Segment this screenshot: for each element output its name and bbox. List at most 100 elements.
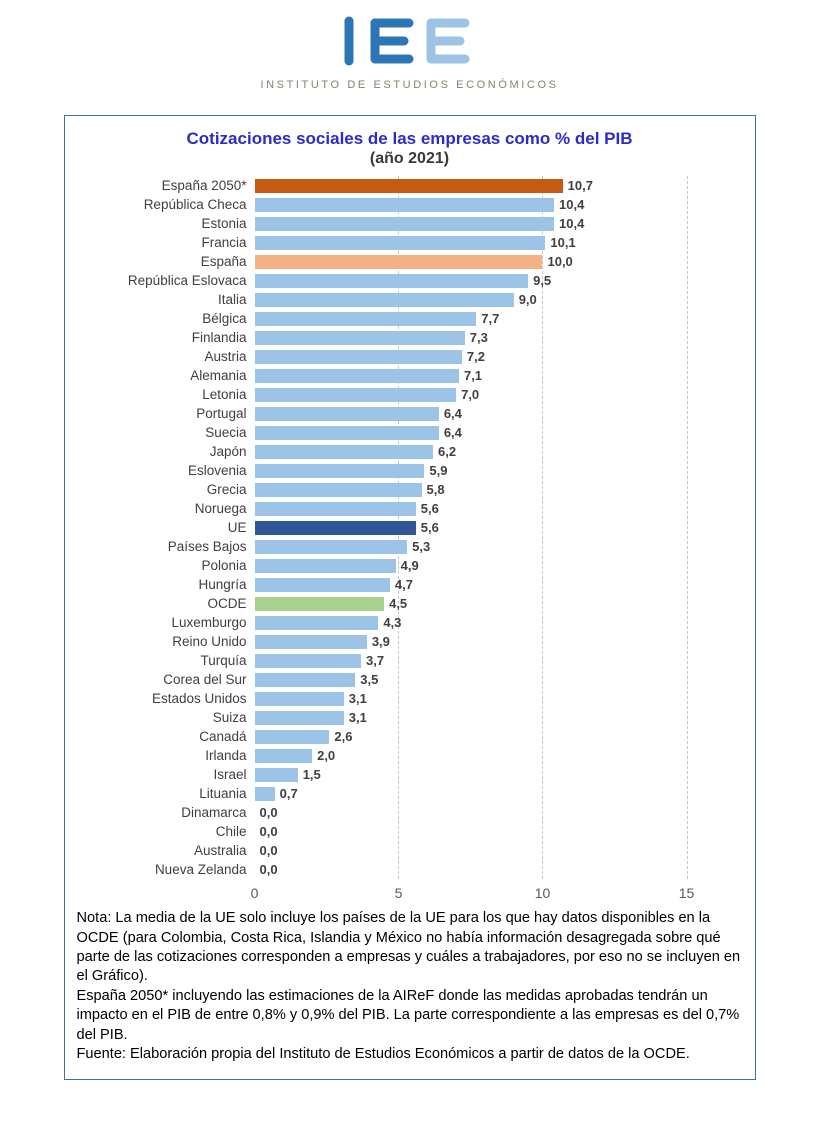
gridline: [686, 176, 688, 880]
bar: [254, 767, 298, 782]
category-label: Polonia: [201, 558, 247, 574]
value-label: 4,5: [389, 596, 408, 612]
bar-area: 3,9: [254, 632, 687, 651]
bar-area: 0,0: [255, 822, 687, 841]
bar-area: 3,1: [254, 689, 687, 708]
x-tick-label: 10: [534, 885, 551, 902]
bar: [254, 482, 422, 497]
bar-area: 3,7: [254, 651, 687, 670]
bar: [254, 349, 462, 364]
chart-row: Suecia 6,4: [75, 423, 687, 442]
chart-row: Estados Unidos 3,1: [75, 689, 687, 708]
chart-row: Canadá 2,6: [75, 727, 687, 746]
value-label: 5,6: [420, 501, 439, 517]
value-label: 0,7: [279, 786, 298, 802]
chart-row: Lituania 0,7: [75, 784, 687, 803]
bar-area: 7,0: [254, 385, 687, 404]
category-label: Chile: [215, 824, 247, 840]
value-label: 4,3: [383, 615, 402, 631]
bar-area: 9,0: [254, 290, 687, 309]
bar: [254, 273, 529, 288]
footnote-espana2050: España 2050* incluyendo las estimaciones…: [76, 987, 740, 1043]
chart-row: Francia 10,1: [75, 233, 687, 252]
bar: [254, 748, 313, 763]
value-label: 10,4: [559, 216, 585, 232]
bar: [254, 311, 477, 326]
bar: [254, 197, 555, 212]
category-label: Países Bajos: [167, 539, 247, 555]
x-tick-label: 0: [250, 885, 259, 902]
bar: [254, 634, 367, 649]
bar-area: 7,1: [254, 366, 687, 385]
chart-row: OCDE 4,5: [75, 594, 687, 613]
chart-row: Luxemburgo 4,3: [75, 613, 687, 632]
chart-row: Israel 1,5: [75, 765, 687, 784]
category-label: Alemania: [190, 368, 247, 384]
bar-area: 0,7: [254, 784, 687, 803]
value-label: 0,0: [259, 862, 278, 878]
chart-row: Nueva Zelanda 0,0: [75, 860, 687, 879]
value-label: 10,1: [550, 235, 576, 251]
category-label: Japón: [209, 444, 247, 460]
chart-box: Cotizaciones sociales de las empresas co…: [63, 115, 756, 1080]
value-label: 5,6: [420, 520, 439, 536]
bar: [254, 558, 396, 573]
bar: [254, 786, 275, 801]
footnote-fuente: Fuente: Elaboración propia del Instituto…: [76, 1046, 690, 1063]
value-label: 4,9: [400, 558, 419, 574]
x-tick-label: 5: [394, 885, 403, 902]
gridline: [542, 176, 544, 880]
bar: [254, 710, 344, 725]
chart-row: Austria 7,2: [75, 347, 687, 366]
category-label: Lituania: [199, 786, 247, 802]
bar-area: 9,5: [254, 271, 687, 290]
bar: [254, 178, 563, 193]
category-label: Suecia: [205, 425, 247, 441]
chart-row: Polonia 4,9: [75, 556, 687, 575]
value-label: 2,0: [317, 748, 336, 764]
bar-area: 3,5: [254, 670, 687, 689]
category-label: Eslovenia: [187, 463, 247, 479]
value-label: 3,9: [371, 634, 390, 650]
bar: [254, 672, 356, 687]
value-label: 7,2: [466, 349, 485, 365]
category-label: República Eslovaca: [127, 273, 247, 289]
chart-row: España 10,0: [75, 252, 687, 271]
category-label: Nueva Zelanda: [154, 862, 247, 878]
bar: [254, 444, 434, 459]
bar-area: 10,1: [254, 233, 687, 252]
chart-row: Suiza 3,1: [75, 708, 687, 727]
chart-row: República Checa 10,4: [75, 195, 687, 214]
chart-row: Grecia 5,8: [75, 480, 687, 499]
bar: [254, 425, 439, 440]
category-label: Luxemburgo: [171, 615, 247, 631]
bar: [254, 368, 459, 383]
bar-area: 5,8: [254, 480, 687, 499]
value-label: 4,7: [394, 577, 413, 593]
category-label: España: [200, 254, 247, 270]
value-label: 6,4: [443, 425, 462, 441]
category-label: Irlanda: [205, 748, 247, 764]
category-label: Turquía: [200, 653, 247, 669]
category-label: Israel: [213, 767, 247, 783]
bar-area: 0,0: [255, 803, 687, 822]
category-label: Austria: [204, 349, 247, 365]
chart-row: Chile 0,0: [75, 822, 687, 841]
category-label: Francia: [201, 235, 247, 251]
bar-area: 6,4: [254, 423, 687, 442]
value-label: 3,5: [360, 672, 379, 688]
bar-area: 0,0: [255, 860, 687, 879]
plot-area: España 2050* 10,7 República Checa 10,4 Eston…: [75, 176, 745, 880]
chart-row: Portugal 6,4: [75, 404, 687, 423]
value-label: 7,0: [461, 387, 480, 403]
chart-row: Estonia 10,4: [75, 214, 687, 233]
bar-area: 4,7: [254, 575, 687, 594]
bar: [254, 691, 344, 706]
category-label: Italia: [217, 292, 247, 308]
chart-row: Japón 6,2: [75, 442, 687, 461]
value-label: 3,1: [348, 691, 367, 707]
bar-area: 10,7: [254, 176, 687, 195]
bar: [254, 406, 439, 421]
bar: [254, 539, 408, 554]
bar: [254, 330, 465, 345]
